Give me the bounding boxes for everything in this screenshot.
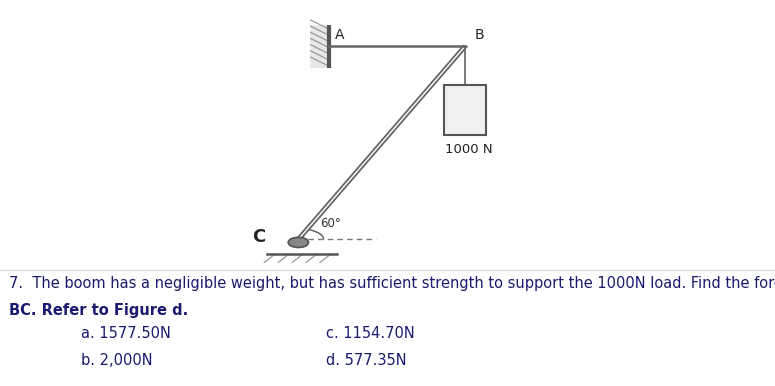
Text: A: A	[335, 29, 344, 42]
Text: B: B	[474, 29, 484, 42]
Text: b. 2,000N: b. 2,000N	[81, 353, 153, 368]
Text: 1000 N: 1000 N	[445, 143, 493, 156]
Text: C: C	[253, 229, 266, 246]
Circle shape	[288, 237, 308, 247]
Text: a. 1577.50N: a. 1577.50N	[81, 326, 171, 341]
Text: d. 577.35N: d. 577.35N	[326, 353, 406, 368]
Bar	[443, 85, 487, 135]
Text: 7.  The boom has a negligible weight, but has sufficient strength to support the: 7. The boom has a negligible weight, but…	[9, 276, 775, 291]
Text: 60°: 60°	[320, 217, 341, 230]
Bar	[310, 25, 329, 68]
Text: c. 1154.70N: c. 1154.70N	[326, 326, 415, 341]
Text: BC. Refer to Figure d.: BC. Refer to Figure d.	[9, 303, 188, 318]
